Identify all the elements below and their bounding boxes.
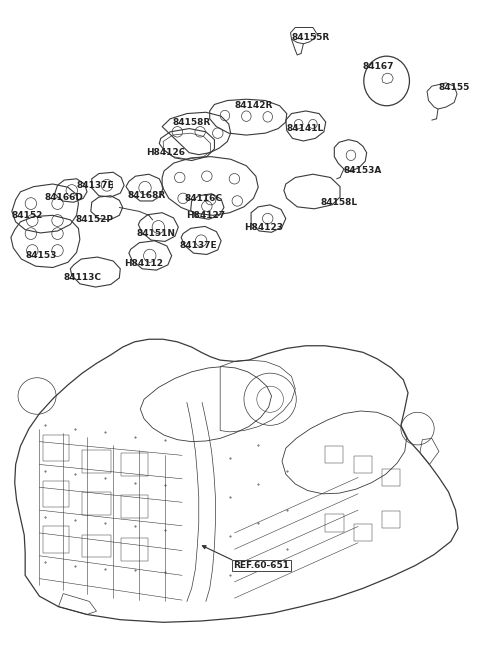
Text: 84166D: 84166D	[44, 193, 83, 202]
Text: H84126: H84126	[146, 148, 185, 157]
Text: 84155R: 84155R	[291, 33, 330, 42]
Text: 84152: 84152	[12, 211, 43, 220]
Text: 84158R: 84158R	[173, 117, 211, 126]
Text: H84127: H84127	[186, 211, 225, 220]
Text: 84158L: 84158L	[320, 198, 357, 207]
Text: 84137E: 84137E	[76, 181, 114, 190]
Text: 84137E: 84137E	[180, 241, 217, 250]
Text: 84151N: 84151N	[137, 229, 176, 238]
Text: 84142R: 84142R	[234, 102, 273, 110]
Text: 84155: 84155	[439, 83, 470, 92]
Text: 84153A: 84153A	[344, 166, 382, 176]
Text: 84167: 84167	[363, 62, 395, 71]
Text: 84116C: 84116C	[184, 194, 223, 203]
Text: 84168R: 84168R	[127, 191, 166, 200]
Text: 84113C: 84113C	[63, 272, 101, 282]
Text: REF.60-651: REF.60-651	[233, 561, 289, 570]
Text: 84152P: 84152P	[75, 215, 113, 225]
Text: 84153: 84153	[25, 252, 57, 260]
Text: REF.60-651: REF.60-651	[233, 561, 289, 570]
Text: H84123: H84123	[244, 223, 283, 232]
Text: 84141L: 84141L	[287, 124, 324, 133]
Text: H84112: H84112	[124, 259, 163, 268]
